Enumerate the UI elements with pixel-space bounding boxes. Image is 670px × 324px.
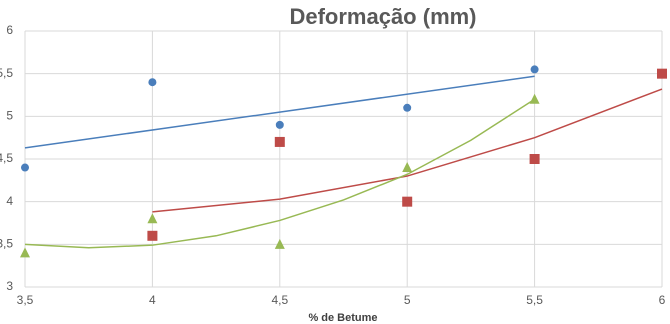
- point: [530, 65, 539, 74]
- point: [275, 120, 284, 129]
- trend-line: [24, 98, 536, 249]
- point: [147, 230, 158, 241]
- x-tick-label: 4,5: [271, 293, 288, 307]
- x-tick-label: 5: [404, 293, 411, 307]
- point: [403, 103, 412, 112]
- point: [148, 78, 157, 87]
- x-tick-label: 6: [659, 293, 666, 307]
- y-tick-label: 4,5: [0, 151, 13, 165]
- point: [657, 68, 667, 79]
- point: [402, 196, 413, 207]
- y-tick-label: 3,5: [0, 237, 13, 251]
- point: [274, 136, 285, 147]
- point: [20, 247, 30, 258]
- x-tick-label: 4: [149, 293, 156, 307]
- x-axis-label: % de Betume: [308, 312, 377, 324]
- point: [402, 162, 413, 173]
- y-tick-label: 5,5: [0, 66, 13, 80]
- chart-title: Deformação (mm): [289, 4, 476, 29]
- point: [21, 163, 29, 172]
- trend-line: [152, 88, 663, 213]
- x-tick-label: 5,5: [526, 293, 543, 307]
- x-tick-label: 3,5: [17, 293, 34, 307]
- y-tick-label: 5: [6, 109, 13, 123]
- trend-line: [24, 75, 535, 149]
- y-tick-label: 4: [6, 194, 13, 208]
- point: [274, 238, 285, 249]
- point: [147, 213, 158, 224]
- y-tick-label: 6: [6, 23, 13, 37]
- y-tick-label: 3: [6, 279, 13, 293]
- point: [529, 154, 540, 164]
